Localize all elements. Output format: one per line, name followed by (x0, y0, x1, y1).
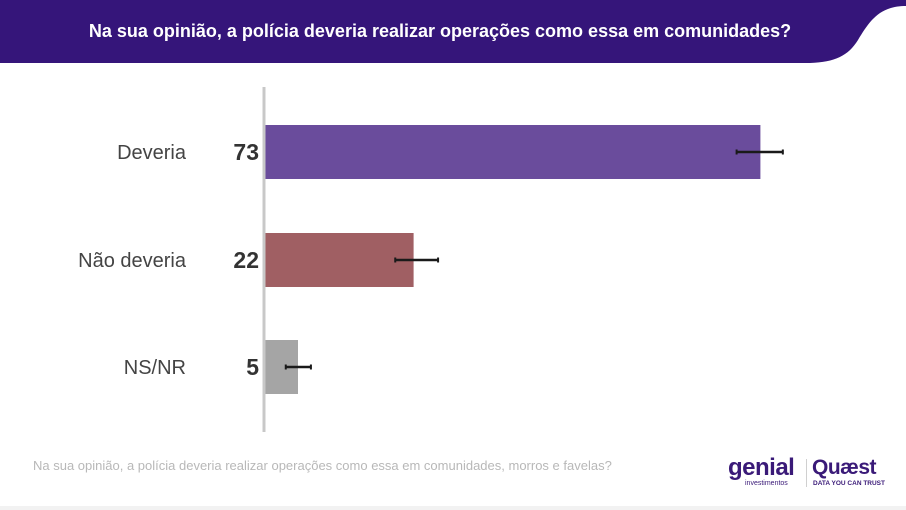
footnote: Na sua opinião, a polícia deveria realiz… (33, 458, 612, 473)
value-label: 5 (246, 354, 259, 380)
value-label: 22 (233, 247, 259, 273)
category-label: Deveria (117, 142, 187, 164)
logos: genial investimentos Quæst DATA YOU CAN … (728, 456, 888, 492)
bar-0 (265, 125, 761, 179)
bottom-strip (0, 506, 906, 510)
genial-logo: genial (728, 454, 795, 481)
category-label: NS/NR (124, 357, 186, 379)
chart-title: Na sua opinião, a polícia deveria realiz… (88, 21, 792, 41)
genial-logo-subtitle: investimentos (745, 480, 788, 487)
bar-1 (265, 233, 414, 287)
bar-chart: Deveria 73 Não deveria 22 NS/NR 5 (78, 87, 784, 432)
quaest-logo-tagline: DATA YOU CAN TRUST (813, 480, 885, 487)
category-label: Não deveria (78, 250, 187, 272)
value-label: 73 (233, 139, 259, 165)
logo-divider (806, 459, 807, 487)
quaest-logo: Quæst (812, 456, 877, 479)
header-banner: Na sua opinião, a polícia deveria realiz… (0, 0, 906, 64)
header-background (0, 0, 906, 63)
